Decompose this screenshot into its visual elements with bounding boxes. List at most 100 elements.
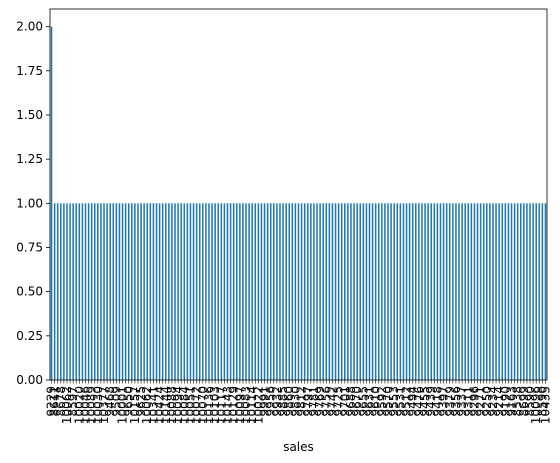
x-tick-label: 9455 xyxy=(418,386,432,417)
bar xyxy=(137,203,139,380)
x-tick-label: 10072 xyxy=(190,386,204,424)
bar xyxy=(306,203,309,380)
plot-frame xyxy=(49,8,548,381)
bar xyxy=(220,203,223,380)
bar xyxy=(300,203,303,380)
bar xyxy=(131,203,133,380)
bar xyxy=(439,203,442,380)
x-tick-label: 10089 xyxy=(85,386,99,424)
x-tick-label: 10377 xyxy=(97,386,111,424)
x-tick-label: 8699 xyxy=(517,386,531,417)
x-tick-label: 9379 xyxy=(443,386,457,417)
x-tick-label: 9650 xyxy=(122,386,136,417)
bar xyxy=(498,203,500,380)
bar xyxy=(365,203,368,380)
bar xyxy=(63,203,65,380)
bar xyxy=(106,203,108,380)
x-tick-label: 9311 xyxy=(461,386,475,417)
bar xyxy=(486,203,488,380)
x-tick-label: 9655 xyxy=(356,386,370,417)
bar xyxy=(325,203,328,380)
x-tick-label: 9190 xyxy=(498,386,512,417)
bar xyxy=(408,203,411,380)
bar xyxy=(93,203,96,380)
bar xyxy=(328,203,331,380)
bar xyxy=(402,203,405,380)
bar xyxy=(266,203,269,380)
bar xyxy=(523,203,525,380)
x-tick-label: 9885 xyxy=(276,386,290,417)
bar xyxy=(78,203,81,380)
bar xyxy=(115,203,118,380)
x-tick-label: 10117 xyxy=(214,386,228,424)
bar xyxy=(294,203,297,380)
x-tick-label: 9781 xyxy=(307,386,321,417)
x-axis: 9229861186781006285971002010046100891003… xyxy=(45,380,552,424)
x-tick-label: 10062 xyxy=(60,386,74,424)
y-tick-label: 1.75 xyxy=(16,64,43,78)
bar xyxy=(245,203,247,380)
bar xyxy=(353,203,355,380)
x-tick-label: 9418 xyxy=(430,386,444,417)
bar xyxy=(180,203,182,380)
x-tick-label: 9769 xyxy=(313,386,327,417)
bar xyxy=(50,26,53,380)
bar xyxy=(501,203,504,380)
bar xyxy=(368,203,371,380)
bar xyxy=(242,203,244,380)
bar xyxy=(516,203,519,380)
bar xyxy=(507,203,510,380)
x-tick-label: 9592 xyxy=(375,386,389,417)
bar xyxy=(202,203,204,380)
bar xyxy=(310,203,312,380)
bar xyxy=(337,203,340,380)
bar xyxy=(424,203,426,380)
bar xyxy=(476,203,479,380)
x-tick-label: 10114 xyxy=(245,386,259,424)
bar xyxy=(208,203,210,380)
y-tick-label: 1.50 xyxy=(16,108,43,122)
bar xyxy=(415,203,417,380)
bar xyxy=(100,203,102,380)
bar xyxy=(430,203,433,380)
bar xyxy=(87,203,90,380)
x-tick-label: 9991 xyxy=(258,386,272,417)
bar xyxy=(529,203,531,380)
bar xyxy=(53,203,56,380)
x-tick-label: 10030 xyxy=(91,386,105,424)
bar xyxy=(66,203,68,380)
x-tick-label: 8611 xyxy=(48,386,62,417)
bar xyxy=(464,203,466,380)
bar xyxy=(297,203,300,380)
x-tick-label: 9610 xyxy=(369,386,383,417)
bar xyxy=(316,203,318,380)
bar xyxy=(223,203,226,380)
x-tick-label: 10341 xyxy=(146,386,160,424)
bar xyxy=(532,203,534,380)
bar xyxy=(235,203,238,380)
bar xyxy=(121,203,124,380)
x-tick-label: 9812 xyxy=(295,386,309,417)
x-tick-label: 9725 xyxy=(332,386,346,417)
x-tick-label: 10001 xyxy=(116,386,130,424)
bar xyxy=(442,203,445,380)
x-tick-label: 10020 xyxy=(72,386,86,424)
bar xyxy=(134,203,136,380)
bar xyxy=(127,203,130,380)
bar xyxy=(482,203,485,380)
x-tick-label: 8590 xyxy=(535,386,549,417)
x-tick-label: 10051 xyxy=(183,386,197,424)
bar xyxy=(473,203,476,380)
x-tick-label: 9509 xyxy=(109,386,123,417)
bar xyxy=(513,203,516,380)
bar xyxy=(455,203,457,380)
bar xyxy=(526,203,528,380)
bar xyxy=(279,203,281,380)
bar xyxy=(288,203,291,380)
x-tick-label: 10046 xyxy=(79,386,93,424)
bar xyxy=(239,203,241,380)
x-tick-label: 10143 xyxy=(221,386,235,424)
bar xyxy=(195,203,198,380)
x-tick-label: 9296 xyxy=(467,386,481,417)
x-tick-label: 9531 xyxy=(393,386,407,417)
